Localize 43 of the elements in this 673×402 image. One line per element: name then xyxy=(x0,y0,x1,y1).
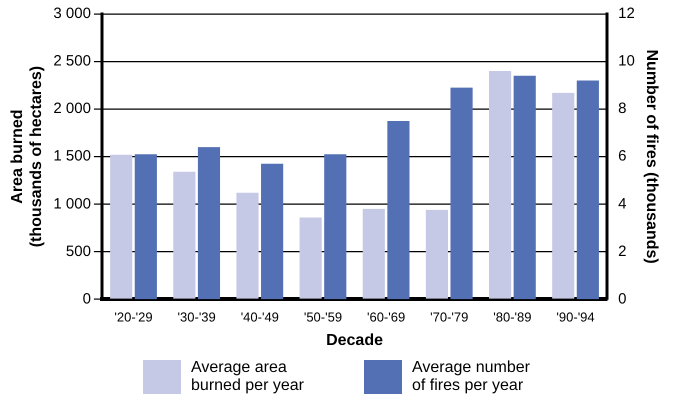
y2-tick-label: 12 xyxy=(618,5,635,22)
bar xyxy=(387,120,410,300)
bar xyxy=(324,154,346,300)
y-tick-label: 500 xyxy=(66,242,91,260)
y2-tick-label: 10 xyxy=(618,52,635,70)
y2-tick-label: 0 xyxy=(618,290,626,308)
x-tick-label: '50-'59 xyxy=(304,310,342,325)
legend-label: Average number of fires per year xyxy=(412,359,530,395)
x-tick-label: '90-'94 xyxy=(556,310,595,325)
bar xyxy=(300,217,322,299)
y-tick-label: 3 000 xyxy=(53,5,91,22)
bar xyxy=(261,164,284,300)
bar xyxy=(134,154,157,300)
y2-tick-label: 6 xyxy=(618,148,626,165)
bar xyxy=(236,192,259,299)
bar xyxy=(362,208,385,299)
x-tick-label: '80-'89 xyxy=(493,310,532,325)
x-tick-label: '70-'79 xyxy=(430,310,468,325)
y2-tick-label: 8 xyxy=(618,100,626,118)
x-tick-label: '60-'69 xyxy=(366,310,406,325)
y2-tick-label: 4 xyxy=(618,195,626,212)
x-tick-label: '40-'49 xyxy=(240,310,279,325)
bar xyxy=(110,154,132,299)
y-tick-label: 1 000 xyxy=(53,195,91,212)
bar xyxy=(198,147,220,300)
y2-axis-title: Number of fires (thousands) xyxy=(642,49,660,264)
y-tick-label: 2 500 xyxy=(53,52,91,70)
x-axis-title: Decade xyxy=(326,332,384,349)
x-tick-label: '20-'29 xyxy=(114,310,153,325)
bar xyxy=(576,80,599,300)
bar xyxy=(514,76,536,300)
legend-label: Average area burned per year xyxy=(191,359,304,395)
bar xyxy=(552,92,574,299)
y-axis-title: Area burned (thousands of hectares) xyxy=(9,66,46,248)
bar xyxy=(450,88,473,300)
bar xyxy=(173,172,196,299)
x-tick-label: '30-'39 xyxy=(178,310,216,325)
y-tick-label: 1 500 xyxy=(53,148,91,165)
bar xyxy=(426,210,448,299)
y-tick-label: 0 xyxy=(82,290,91,308)
y2-tick-label: 2 xyxy=(618,242,626,260)
bar xyxy=(489,71,512,299)
y-tick-label: 2 000 xyxy=(53,100,91,118)
